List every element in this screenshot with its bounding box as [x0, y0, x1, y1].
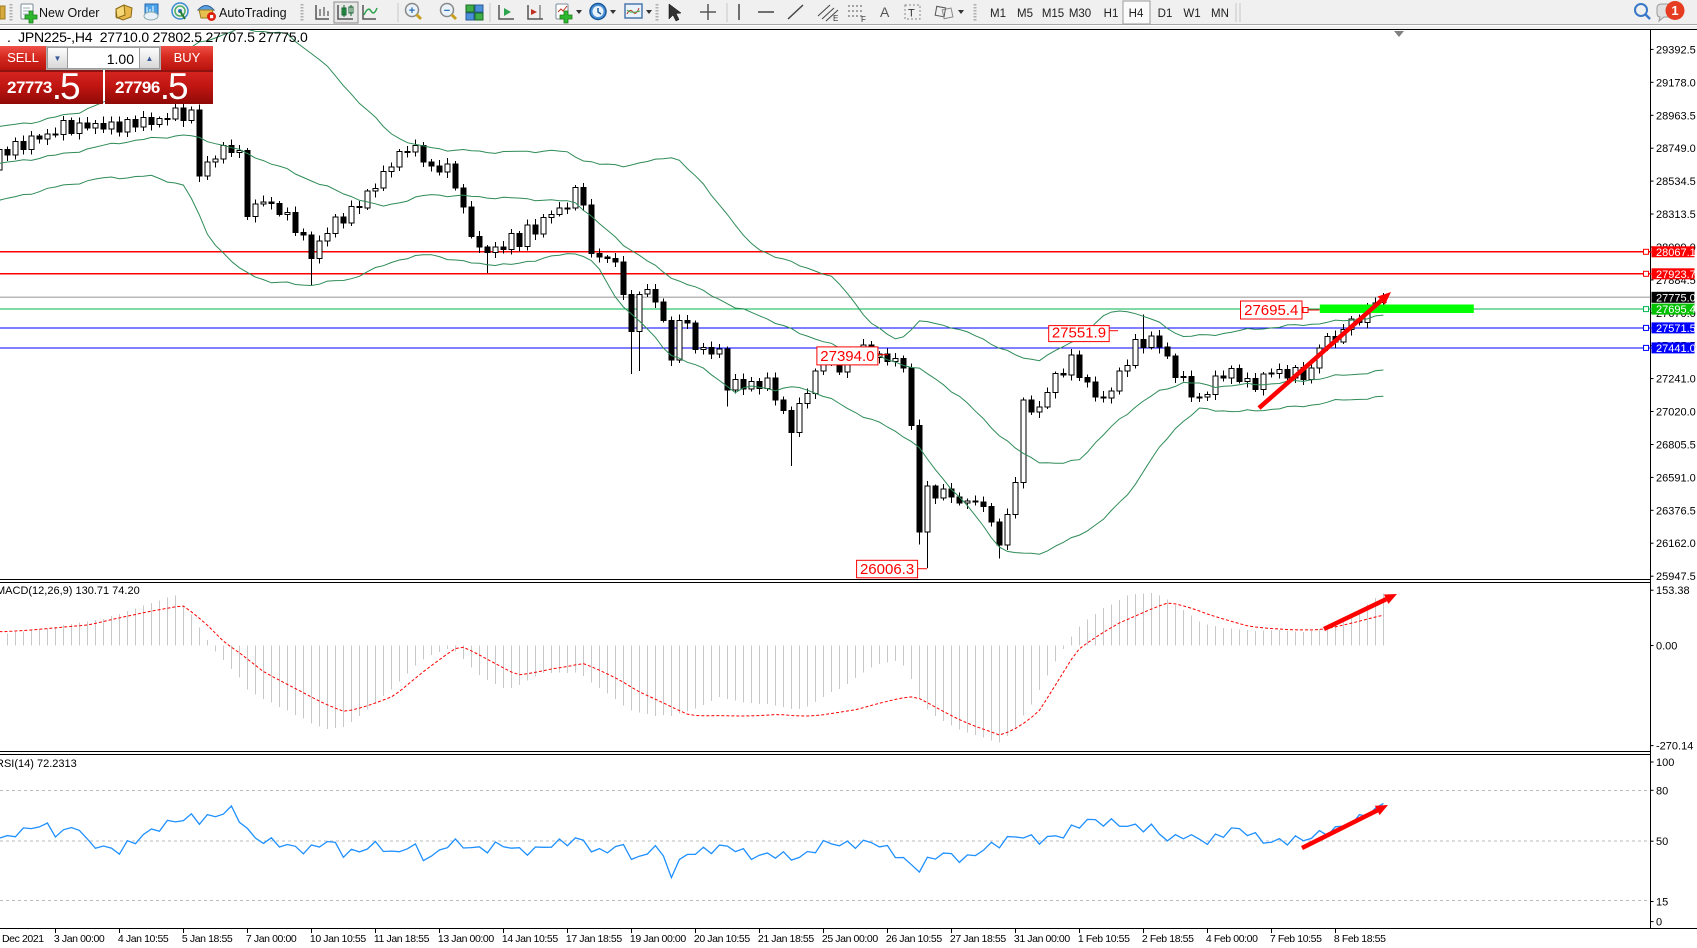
svg-text:+: +	[409, 5, 415, 17]
svg-text:7 Feb 10:55: 7 Feb 10:55	[1270, 933, 1322, 945]
svg-text:26805.5: 26805.5	[1656, 440, 1696, 452]
svg-text:3 Jan 00:00: 3 Jan 00:00	[54, 933, 105, 945]
svg-text:10 Jan 10:55: 10 Jan 10:55	[310, 933, 366, 945]
svg-text:H1: H1	[1104, 8, 1119, 20]
svg-text:W1: W1	[1183, 8, 1200, 20]
svg-text:15: 15	[1656, 897, 1668, 909]
svg-text:Dec 2021: Dec 2021	[2, 933, 44, 945]
svg-text:M30: M30	[1069, 8, 1091, 20]
svg-text:27394.0: 27394.0	[820, 348, 874, 365]
svg-text:M5: M5	[1017, 8, 1033, 20]
svg-text:27551.9: 27551.9	[1052, 325, 1106, 342]
svg-text:19 Jan 00:00: 19 Jan 00:00	[630, 933, 686, 945]
svg-text:27571.5: 27571.5	[1656, 323, 1696, 335]
svg-text:11 Jan 18:55: 11 Jan 18:55	[374, 933, 430, 945]
svg-text:E: E	[833, 14, 838, 23]
svg-text:. JPN225-,H4 27710.0 27802.5: . JPN225-,H4 27710.0 27802.5 27707.5 277…	[7, 29, 308, 45]
svg-text:0.00: 0.00	[1656, 641, 1677, 653]
svg-text:14 Jan 10:55: 14 Jan 10:55	[502, 933, 558, 945]
svg-text:M15: M15	[1042, 8, 1064, 20]
svg-text:1: 1	[1671, 3, 1678, 18]
svg-text:8 Feb 18:55: 8 Feb 18:55	[1334, 933, 1386, 945]
svg-text:28534.5: 28534.5	[1656, 176, 1696, 188]
svg-text:27775.0: 27775.0	[1656, 292, 1696, 304]
svg-text:17 Jan 18:55: 17 Jan 18:55	[566, 933, 622, 945]
svg-text:27695.4: 27695.4	[1244, 302, 1298, 319]
svg-text:26 Jan 10:55: 26 Jan 10:55	[886, 933, 942, 945]
svg-text:RSI(14) 72.2313: RSI(14) 72.2313	[0, 758, 77, 770]
svg-text:MN: MN	[1211, 8, 1229, 20]
svg-text:-270.14: -270.14	[1656, 741, 1693, 753]
svg-text:25947.5: 25947.5	[1656, 571, 1696, 583]
svg-text:21 Jan 18:55: 21 Jan 18:55	[758, 933, 814, 945]
svg-text:26591.0: 26591.0	[1656, 472, 1696, 484]
svg-text:5 Jan 18:55: 5 Jan 18:55	[182, 933, 233, 945]
svg-text:26006.3: 26006.3	[860, 561, 914, 578]
svg-text:20 Jan 10:55: 20 Jan 10:55	[694, 933, 750, 945]
svg-text:A: A	[880, 4, 890, 20]
svg-text:D1: D1	[1158, 8, 1173, 20]
svg-text:MACD(12,26,9) 130.71 74.20: MACD(12,26,9) 130.71 74.20	[0, 585, 140, 597]
svg-text:28313.5: 28313.5	[1656, 209, 1696, 221]
svg-text:0: 0	[1656, 917, 1662, 929]
svg-text:F: F	[861, 15, 866, 24]
svg-text:100: 100	[1656, 757, 1674, 769]
svg-text:29178.0: 29178.0	[1656, 77, 1696, 89]
svg-text:25 Jan 00:00: 25 Jan 00:00	[822, 933, 878, 945]
svg-text:27020.0: 27020.0	[1656, 407, 1696, 419]
svg-text:27695.4: 27695.4	[1656, 304, 1696, 316]
svg-text:28963.5: 28963.5	[1656, 110, 1696, 122]
svg-text:26162.0: 26162.0	[1656, 538, 1696, 550]
svg-text:T: T	[908, 8, 915, 20]
svg-text:27241.0: 27241.0	[1656, 374, 1696, 386]
svg-text:27 Jan 18:55: 27 Jan 18:55	[950, 933, 1006, 945]
svg-text:13 Jan 00:00: 13 Jan 00:00	[438, 933, 494, 945]
svg-text:4 Jan 10:55: 4 Jan 10:55	[118, 933, 169, 945]
svg-text:−: −	[444, 5, 450, 17]
svg-text:1 Feb 10:55: 1 Feb 10:55	[1078, 933, 1130, 945]
svg-text:29392.5: 29392.5	[1656, 44, 1696, 56]
svg-text:153.38: 153.38	[1656, 585, 1690, 597]
svg-text:H4: H4	[1129, 8, 1144, 20]
svg-text:80: 80	[1656, 785, 1668, 797]
svg-text:28749.0: 28749.0	[1656, 143, 1696, 155]
svg-text:31 Jan 00:00: 31 Jan 00:00	[1014, 933, 1070, 945]
svg-text:27441.0: 27441.0	[1656, 343, 1696, 355]
svg-text:7 Jan 00:00: 7 Jan 00:00	[246, 933, 297, 945]
svg-text:New Order: New Order	[39, 6, 99, 20]
svg-text:27923.7: 27923.7	[1656, 269, 1696, 281]
svg-text:M1: M1	[990, 8, 1006, 20]
svg-text:50: 50	[1656, 836, 1668, 848]
svg-text:4 Feb 00:00: 4 Feb 00:00	[1206, 933, 1258, 945]
svg-text:AutoTrading: AutoTrading	[219, 6, 287, 20]
svg-text:28067.1: 28067.1	[1656, 247, 1696, 259]
svg-text:2 Feb 18:55: 2 Feb 18:55	[1142, 933, 1194, 945]
svg-text:26376.5: 26376.5	[1656, 505, 1696, 517]
